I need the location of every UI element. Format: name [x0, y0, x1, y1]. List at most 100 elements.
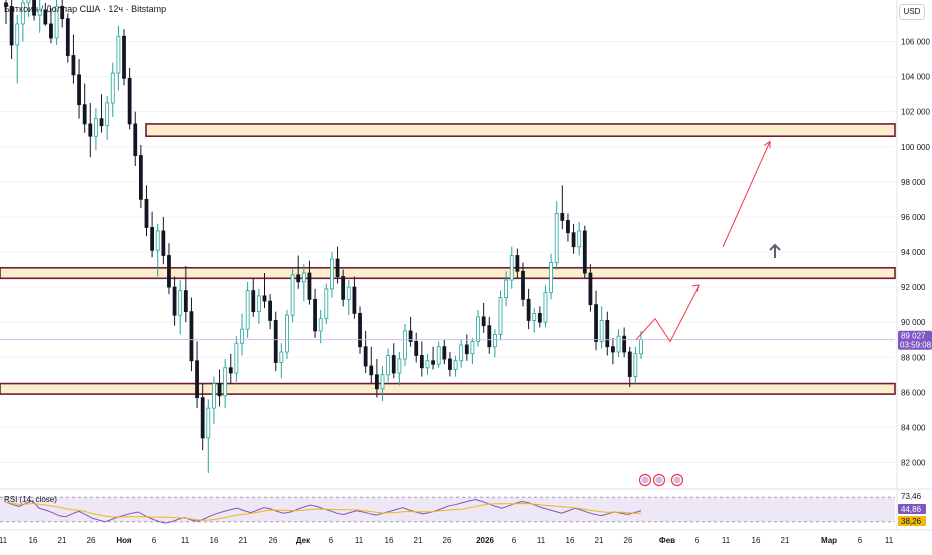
- candle-body: [616, 335, 621, 353]
- candle-body: [285, 314, 289, 353]
- candle-body: [217, 383, 222, 397]
- candle-body: [492, 334, 497, 348]
- candle-body: [71, 55, 76, 76]
- candle-body: [245, 290, 250, 330]
- support-resistance-zones[interactable]: [0, 123, 896, 395]
- candle-body: [386, 355, 391, 376]
- candle-body: [60, 6, 65, 20]
- candle-body: [273, 320, 278, 363]
- candle-body: [133, 123, 138, 156]
- candle-body: [639, 339, 643, 355]
- candle-body: [380, 374, 385, 390]
- candle-body: [358, 312, 362, 348]
- candle-body: [459, 344, 464, 362]
- price-tick-label: 84 000: [901, 423, 926, 432]
- candle-body: [611, 346, 615, 353]
- candle-body: [374, 374, 379, 390]
- candle-body: [335, 258, 340, 277]
- event-icon-inner: [641, 476, 649, 484]
- rsi-pane[interactable]: 73,46 44,86 38,26: [0, 488, 932, 526]
- time-tick-label: 26: [624, 536, 633, 545]
- candle-body: [49, 23, 53, 39]
- candle-body: [582, 230, 587, 274]
- candle-body: [307, 272, 312, 300]
- time-tick-label: 6: [152, 536, 157, 545]
- candlesticks: [4, 0, 643, 474]
- candle-body: [200, 397, 205, 439]
- candle-body: [521, 270, 525, 300]
- event-icon-inner: [673, 476, 681, 484]
- price-tick-label: 82 000: [901, 459, 926, 468]
- candle-body: [77, 74, 81, 106]
- candle-body: [566, 220, 570, 234]
- price-tick-label: 102 000: [901, 108, 930, 117]
- time-tick-label: 16: [385, 536, 394, 545]
- time-tick-label: 21: [58, 536, 67, 545]
- symbol-title[interactable]: Биткоин / Доллар США · 12ч · Bitstamp: [4, 4, 166, 14]
- time-tick-label: 6: [329, 536, 334, 545]
- candle-body: [554, 213, 559, 263]
- candle-body: [543, 291, 548, 323]
- time-tick-label: 21: [414, 536, 423, 545]
- candle-body: [431, 360, 435, 365]
- candle-body: [408, 330, 413, 342]
- candle-body: [509, 255, 514, 281]
- candle-body: [369, 365, 374, 376]
- candle-body: [43, 9, 48, 25]
- candle-body: [88, 123, 93, 137]
- candle-body: [127, 77, 132, 125]
- projection-annotations[interactable]: [0, 140, 895, 487]
- candle-body: [20, 2, 25, 25]
- currency-button[interactable]: USD: [899, 4, 925, 20]
- time-tick-label: 16: [29, 536, 38, 545]
- candle-body: [571, 232, 576, 248]
- countdown-label: 03:59:08: [900, 341, 932, 350]
- candle-body: [594, 304, 598, 342]
- candle-body: [183, 290, 188, 313]
- projection-arrowhead: [691, 284, 700, 293]
- time-tick-label: 21: [781, 536, 790, 545]
- rsi-ma-tag: [898, 516, 926, 526]
- candle-body: [622, 335, 627, 353]
- candle-body: [549, 262, 553, 293]
- candle-body: [352, 286, 357, 314]
- time-tick-label: 16: [752, 536, 761, 545]
- candle-body: [448, 358, 452, 370]
- candle-body: [178, 290, 183, 316]
- candle-body: [318, 318, 323, 332]
- price-tick-label: 104 000: [901, 73, 930, 82]
- price-tick-label: 100 000: [901, 143, 930, 152]
- candle-body: [397, 358, 402, 374]
- rsi-label[interactable]: RSI (14, close): [4, 495, 57, 504]
- price-tick-label: 88 000: [901, 353, 926, 362]
- projection-path: [635, 285, 700, 343]
- time-tick-label: 11: [537, 536, 546, 545]
- candle-body: [32, 0, 36, 16]
- candle-body: [391, 355, 396, 374]
- candle-body: [116, 35, 121, 74]
- time-tick-label: 6: [512, 536, 517, 545]
- candle-body: [504, 279, 509, 299]
- price-tick-label: 98 000: [901, 178, 926, 187]
- candle-body: [256, 295, 261, 313]
- time-tick-label: Фев: [659, 536, 675, 545]
- candle-body: [498, 297, 503, 335]
- candle-body: [425, 360, 430, 369]
- time-tick-label: 11: [0, 536, 8, 545]
- time-axis[interactable]: 11 16 21 26 Ноя 6 11 16 21 26 Дек 6 11 16 21 26 2026 6 11 1…: [0, 529, 932, 545]
- candle-body: [155, 230, 160, 251]
- candle-body: [296, 274, 301, 283]
- price-axis[interactable]: 106 000 104 000 102 000 100 000 98 000 96 000…: [896, 0, 932, 530]
- time-tick-label: 11: [355, 536, 364, 545]
- price-tick-label: 86 000: [901, 388, 926, 397]
- candle-body: [94, 118, 98, 137]
- candle-body: [577, 230, 582, 248]
- candle-body: [26, 0, 31, 4]
- current-price-label: 89 027: [901, 332, 926, 341]
- candle-body: [301, 272, 306, 283]
- candle-body: [54, 6, 59, 39]
- time-tick-label: 26: [87, 536, 96, 545]
- time-tick-label: Ноя: [116, 536, 132, 545]
